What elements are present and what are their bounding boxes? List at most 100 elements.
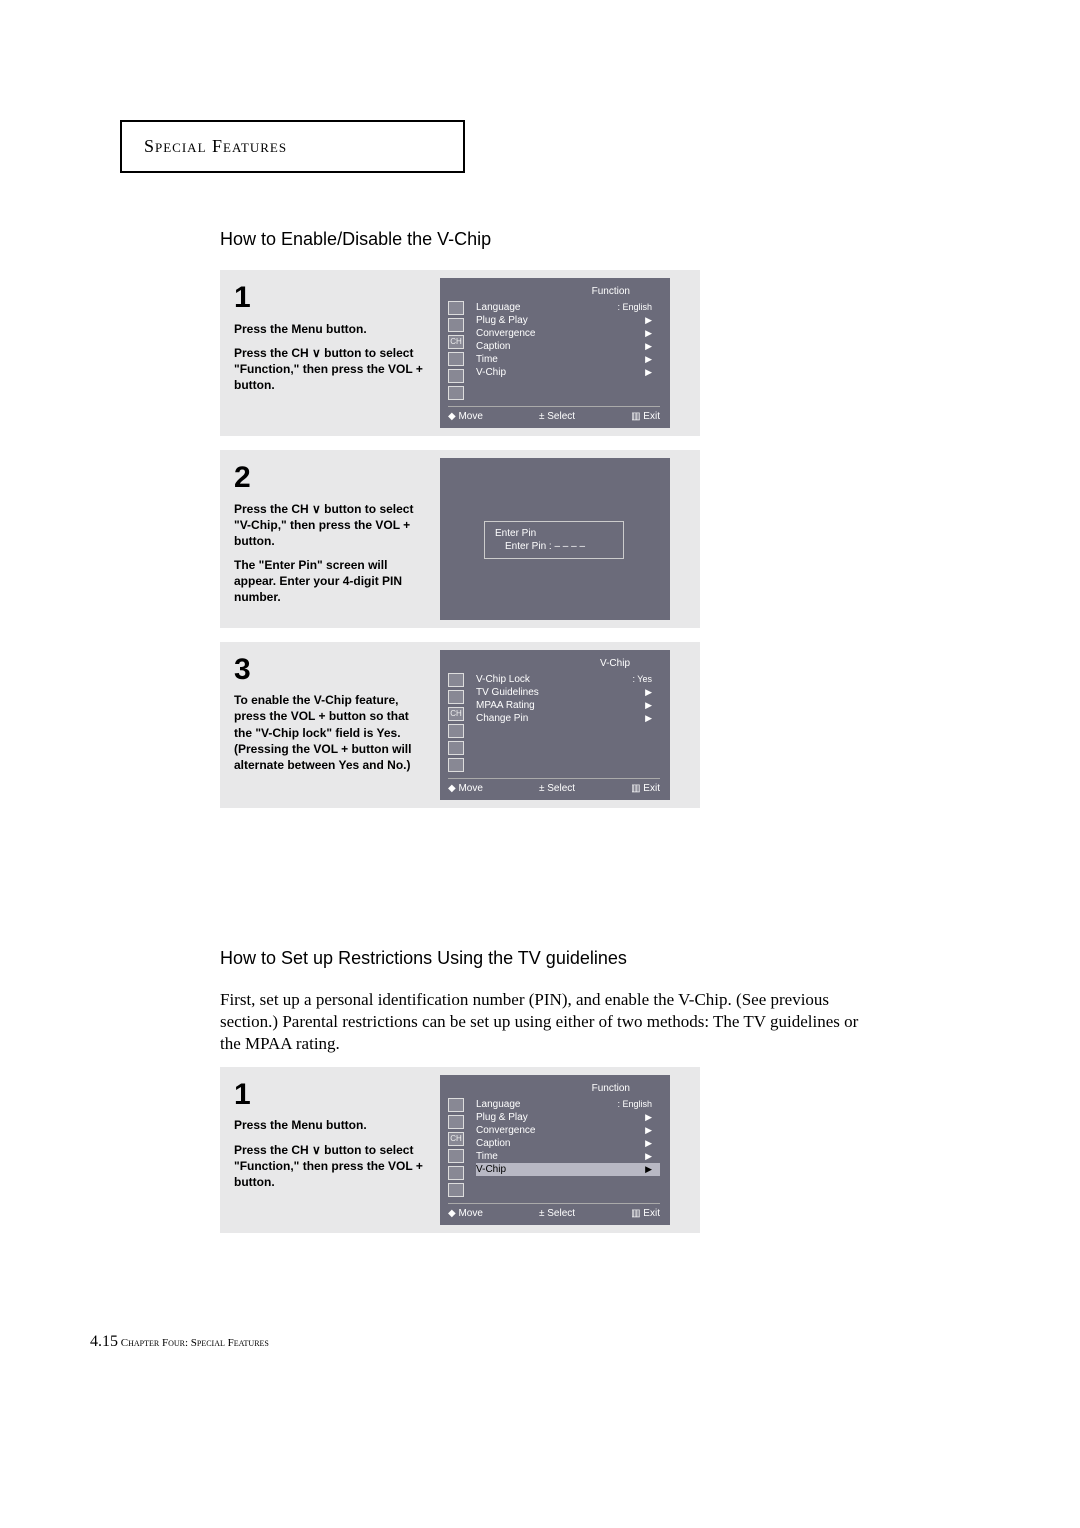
osd-icon	[448, 1183, 464, 1197]
pin-line: Enter Pin : – – – –	[495, 541, 613, 552]
chapter-title-box: Special Features	[120, 120, 465, 173]
osd-footer-move: ◆ Move	[448, 783, 483, 794]
chapter-title: Special Features	[144, 136, 287, 156]
osd-row: Time▶	[476, 1150, 660, 1163]
osd-row: TV Guidelines▶	[476, 686, 660, 699]
osd-row-value: ▶	[645, 1138, 652, 1149]
page-number: 4.15	[90, 1333, 118, 1350]
step-block: 3 To enable the V-Chip feature, press th…	[220, 642, 700, 808]
osd-row-label: V-Chip	[476, 367, 506, 378]
osd-row-value: ▶	[645, 713, 652, 724]
osd-function-menu: Function CH Language: EnglishPlug & Play…	[440, 1075, 670, 1225]
osd-icon	[448, 741, 464, 755]
osd-icon	[448, 1098, 464, 1112]
osd-icon	[448, 301, 464, 315]
osd-footer-move: ◆ Move	[448, 1208, 483, 1219]
osd-footer-select: ± Select	[539, 783, 575, 794]
osd-vchip-menu: V-Chip CH V-Chip Lock: YesTV Guidelines▶…	[440, 650, 670, 800]
section-title-2: How to Set up Restrictions Using the TV …	[220, 948, 990, 969]
page-footer: 4.15 Chapter Four: Special Features	[90, 1333, 990, 1351]
osd-row-label: Plug & Play	[476, 1112, 528, 1123]
osd-row: MPAA Rating▶	[476, 699, 660, 712]
osd-icon	[448, 386, 464, 400]
osd-row: Convergence ▶	[476, 327, 660, 340]
pin-title: Enter Pin	[495, 528, 613, 539]
osd-row: Language: English	[476, 301, 660, 314]
osd-row-label: Convergence	[476, 1125, 535, 1136]
osd-row-value: ▶	[645, 1112, 652, 1123]
osd-sidebar-icons: CH	[448, 301, 470, 400]
step-text: 3 To enable the V-Chip feature, press th…	[220, 642, 440, 808]
osd-row: Convergence ▶	[476, 1124, 660, 1137]
osd-footer-exit: ▥ Exit	[631, 1208, 660, 1219]
osd-row-value: ▶	[645, 367, 652, 378]
osd-row-label: V-Chip	[476, 1164, 506, 1175]
osd-icon	[448, 673, 464, 687]
section-title-1: How to Enable/Disable the V-Chip	[220, 229, 990, 250]
osd-sidebar-icons: CH	[448, 1098, 470, 1197]
osd-row-label: Caption	[476, 1138, 510, 1149]
osd-row-label: Convergence	[476, 328, 535, 339]
osd-rows: V-Chip Lock: YesTV Guidelines▶MPAA Ratin…	[476, 673, 660, 772]
osd-footer-exit: ▥ Exit	[631, 783, 660, 794]
step-line: Press the Menu button.	[234, 321, 430, 337]
osd-icon	[448, 369, 464, 383]
osd-row-value: ▶	[645, 1164, 652, 1175]
osd-footer-exit: ▥ Exit	[631, 411, 660, 422]
step-block: 1 Press the Menu button. Press the CH ∨ …	[220, 1067, 700, 1233]
osd-row-value: : Yes	[632, 674, 652, 685]
osd-row-value: ▶	[645, 315, 652, 326]
osd-function-menu: Function CH Language: EnglishPlug & Play…	[440, 278, 670, 428]
osd-icon: CH	[448, 1132, 464, 1146]
step-number: 1	[234, 1075, 430, 1116]
step-number: 1	[234, 278, 430, 319]
osd-rows: Language: EnglishPlug & Play▶Convergence…	[476, 301, 660, 400]
osd-row: V-Chip Lock : Yes	[476, 673, 660, 686]
osd-row: Caption▶	[476, 340, 660, 353]
step-line: Press the Menu button.	[234, 1117, 430, 1133]
osd-row: V-Chip ▶	[476, 366, 660, 379]
step-line: The "Enter Pin" screen will appear. Ente…	[234, 557, 430, 606]
osd-row: Time ▶	[476, 353, 660, 366]
osd-row: Plug & Play ▶	[476, 314, 660, 327]
osd-title: V-Chip	[448, 658, 660, 669]
osd-row-label: Time	[476, 354, 498, 365]
osd-icon	[448, 690, 464, 704]
step-block: 2 Press the CH ∨ button to select "V-Chi…	[220, 450, 700, 628]
osd-row: Caption ▶	[476, 1137, 660, 1150]
step-line: To enable the V-Chip feature, press the …	[234, 692, 430, 773]
osd-row: Change Pin▶	[476, 712, 660, 725]
osd-icon	[448, 758, 464, 772]
osd-sidebar-icons: CH	[448, 673, 470, 772]
osd-enter-pin: Enter Pin Enter Pin : – – – –	[440, 458, 670, 620]
osd-icon	[448, 1166, 464, 1180]
osd-row-value: ▶	[645, 341, 652, 352]
osd-title: Function	[448, 1083, 660, 1094]
osd-row-value: ▶	[645, 1151, 652, 1162]
section2-intro: First, set up a personal identification …	[220, 989, 870, 1055]
osd-row-value: ▶	[645, 328, 652, 339]
osd-row-label: MPAA Rating	[476, 700, 535, 711]
osd-row-label: TV Guidelines	[476, 687, 539, 698]
step-line: Press the CH ∨ button to select "Functio…	[234, 345, 430, 394]
osd-row-value: : English	[617, 302, 652, 313]
osd-icon: CH	[448, 707, 464, 721]
step-line: Press the CH ∨ button to select "V-Chip,…	[234, 501, 430, 550]
osd-footer: ◆ Move ± Select ▥ Exit	[448, 1203, 660, 1219]
osd-row-label: Plug & Play	[476, 315, 528, 326]
step-text: 2 Press the CH ∨ button to select "V-Chi…	[220, 450, 440, 628]
osd-footer-select: ± Select	[539, 1208, 575, 1219]
osd-rows: Language: EnglishPlug & Play▶Convergence…	[476, 1098, 660, 1197]
osd-row-value: ▶	[645, 1125, 652, 1136]
step-text: 1 Press the Menu button. Press the CH ∨ …	[220, 270, 440, 436]
footer-text: Chapter Four: Special Features	[121, 1337, 269, 1349]
step-block: 1 Press the Menu button. Press the CH ∨ …	[220, 270, 700, 436]
pin-box: Enter Pin Enter Pin : – – – –	[484, 521, 624, 559]
osd-row: Plug & Play ▶	[476, 1111, 660, 1124]
osd-row-label: V-Chip Lock	[476, 674, 530, 685]
osd-row: Language: English	[476, 1098, 660, 1111]
osd-icon	[448, 1149, 464, 1163]
osd-row-value: ▶	[645, 354, 652, 365]
osd-row-label: Language	[476, 1099, 521, 1110]
osd-icon	[448, 1115, 464, 1129]
